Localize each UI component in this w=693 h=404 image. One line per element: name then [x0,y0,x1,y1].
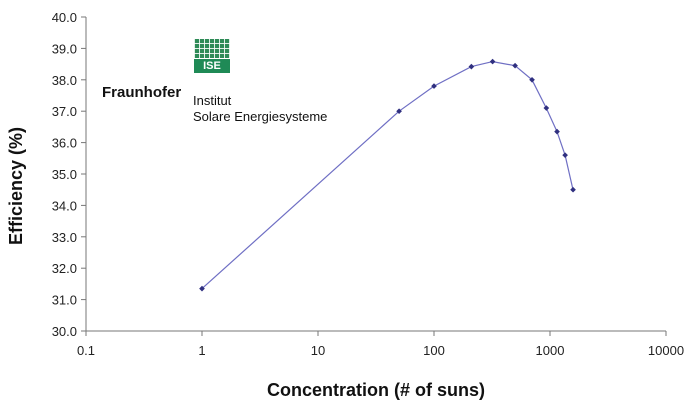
logo-ise-text: ISE [194,59,230,73]
y-tick-label: 34.0 [52,198,77,213]
logo-name: Fraunhofer [102,84,182,101]
data-point [554,128,560,135]
x-tick-label: 10 [311,343,325,358]
data-point [543,105,550,111]
data-point [431,83,437,89]
x-axis-ticks: 0.1 1 10 100 1000 10000 [77,331,684,358]
y-tick-label: 32.0 [52,261,77,276]
data-point [570,186,576,193]
data-point [529,76,535,83]
logo-grid-icon [194,39,230,58]
y-tick-label: 30.0 [52,324,77,339]
data-point [468,63,475,70]
y-tick-label: 31.0 [52,293,77,308]
y-tick-label: 38.0 [52,73,77,88]
data-point [489,58,496,65]
x-tick-label: 0.1 [77,343,95,358]
y-tick-label: 33.0 [52,230,77,245]
y-axis-ticks: 30.0 31.0 32.0 33.0 34.0 35.0 36.0 37.0 38.0 39.0… [52,10,86,339]
y-tick-label: 40.0 [52,10,77,25]
data-point [512,62,518,69]
x-tick-label: 100 [423,343,445,358]
logo-institute-line-2: Solare Energiesysteme [193,109,328,124]
data-point [199,285,205,292]
y-tick-label: 37.0 [52,104,77,119]
data-points [199,58,576,292]
logo-institute-line-1: Institut [193,93,232,108]
y-tick-label: 36.0 [52,136,77,151]
y-axis-title: Efficiency (%) [6,127,26,245]
y-tick-label: 35.0 [52,167,77,182]
y-tick-label: 39.0 [52,41,77,56]
data-point [396,108,402,115]
logo-institute: Institut Solare Energiesysteme [193,93,327,125]
x-tick-label: 1000 [536,343,565,358]
fraunhofer-logo-mark: ISE [194,39,230,73]
x-axis-title: Concentration (# of suns) [267,380,485,400]
data-point [562,152,568,158]
x-tick-label: 1 [198,343,205,358]
x-tick-label: 10000 [648,343,684,358]
